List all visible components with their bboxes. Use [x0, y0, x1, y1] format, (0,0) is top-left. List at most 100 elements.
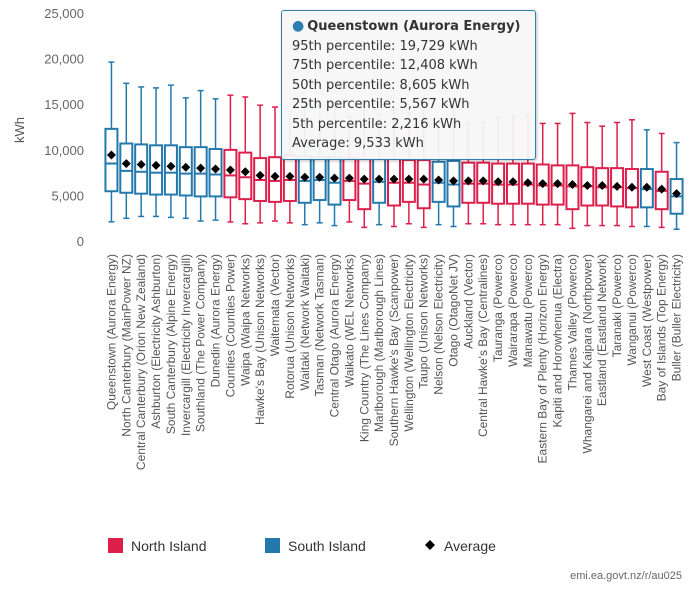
- x-tick-label: Southland (The Power Company): [194, 254, 208, 432]
- box-37[interactable]: [654, 132, 669, 229]
- x-tick-label: Waikato (WEL Networks): [342, 254, 356, 387]
- box-4[interactable]: [163, 84, 178, 219]
- average-marker: [136, 159, 146, 169]
- box-31[interactable]: [565, 112, 580, 230]
- average-marker: [270, 171, 280, 181]
- average-marker: [225, 165, 235, 175]
- x-tick-label: King Country (The Lines Company): [357, 254, 371, 442]
- source-footer[interactable]: emi.ea.govt.nz/r/au025: [570, 570, 682, 582]
- box-30[interactable]: [550, 122, 565, 226]
- average-marker: [582, 180, 592, 190]
- average-marker: [463, 176, 473, 186]
- legend-swatch-north[interactable]: [108, 538, 123, 553]
- y-tick-label: 25,000: [44, 6, 84, 21]
- x-tick-label: Central Otago (Aurora Energy): [328, 254, 342, 417]
- average-marker: [657, 184, 667, 194]
- box-7[interactable]: [208, 98, 223, 221]
- x-tick-label: Manawatu (Powerco): [521, 254, 535, 367]
- legend-label-south[interactable]: South Island: [288, 538, 366, 554]
- tooltip-title: Queenstown (Aurora Energy): [307, 19, 521, 34]
- average-marker: [374, 174, 384, 184]
- average-marker: [181, 162, 191, 172]
- box-29[interactable]: [535, 122, 550, 226]
- x-tick-label: Tasman (Network Tasman): [313, 254, 327, 397]
- average-marker: [106, 150, 116, 160]
- box-11[interactable]: [268, 106, 283, 222]
- legend-label-north[interactable]: North Island: [131, 538, 206, 554]
- y-tick-label: 5,000: [51, 188, 84, 203]
- x-tick-label: Taupo (Unison Networks): [417, 254, 431, 389]
- average-marker: [553, 179, 563, 189]
- average-marker: [315, 172, 325, 182]
- average-marker: [538, 179, 548, 189]
- x-tick-label: Wellington (Wellington Electricity): [402, 254, 416, 432]
- box-iqr: [119, 142, 134, 194]
- legend: North Island South Island Average: [108, 538, 496, 554]
- box-32[interactable]: [580, 121, 595, 227]
- box-19[interactable]: [387, 109, 401, 228]
- box-10[interactable]: [253, 104, 268, 224]
- x-tick-label: Ashburton (Electricity Ashburton): [149, 254, 163, 429]
- x-tick-label: Rotorua (Unison Networks): [283, 254, 297, 399]
- average-marker: [166, 161, 176, 171]
- average-marker: [240, 167, 250, 177]
- box-33[interactable]: [595, 125, 610, 227]
- average-marker: [419, 174, 429, 184]
- tooltip-line-75: 75th percentile: 12,408 kWh: [292, 58, 478, 73]
- average-marker: [151, 160, 161, 170]
- x-tick-label: Buller (Buller Electricity): [670, 254, 684, 381]
- average-marker: [567, 180, 577, 190]
- x-tick-label: Taranaki (Powerco): [610, 254, 624, 357]
- average-marker: [612, 181, 622, 191]
- average-marker: [434, 175, 444, 185]
- legend-label-average[interactable]: Average: [444, 538, 496, 554]
- box-8[interactable]: [223, 94, 238, 223]
- x-tick-label: Otago (OtagoNet JV): [446, 254, 460, 367]
- x-tick-label: Marlborough (Marlborough Lines): [372, 254, 386, 432]
- legend-swatch-south[interactable]: [265, 538, 280, 553]
- box-1[interactable]: [119, 82, 134, 220]
- average-marker: [448, 176, 458, 186]
- box-35[interactable]: [624, 119, 639, 228]
- x-tick-label: Southern Hawke's Bay (Scanpower): [387, 254, 401, 446]
- x-tick-label: Eastern Bay of Plenty (Horizon Energy): [536, 254, 550, 463]
- tooltip-line-25: 25th percentile: 5,567 kWh: [292, 97, 470, 112]
- x-tick-label: South Canterbury (Alpine Energy): [164, 254, 178, 434]
- x-tick-label: Eastland (Eastland Network): [595, 254, 609, 406]
- x-tick-label: Dunedin (Aurora Energy): [209, 254, 223, 387]
- box-36[interactable]: [639, 129, 654, 228]
- x-tick-label: Invercargill (Electricity Invercargill): [179, 254, 193, 436]
- box-34[interactable]: [610, 121, 625, 227]
- legend-marker-average[interactable]: [425, 540, 435, 550]
- box-iqr: [134, 143, 149, 195]
- box-38[interactable]: [669, 141, 684, 230]
- box-2[interactable]: [134, 86, 149, 218]
- x-tick-label: Counties (Counties Power): [223, 254, 237, 397]
- average-marker: [493, 177, 503, 187]
- box-6[interactable]: [193, 89, 208, 222]
- y-tick-label: 15,000: [44, 97, 84, 112]
- x-tick-label: Waitemata (Vector): [268, 254, 282, 356]
- average-marker: [642, 182, 652, 192]
- average-marker: [255, 170, 265, 180]
- average-marker: [300, 172, 310, 182]
- box-9[interactable]: [238, 96, 253, 225]
- x-tick-label: Whangarei and Kaipara (Northpower): [580, 254, 594, 453]
- box-15[interactable]: [327, 101, 342, 227]
- x-tick-label: Wairarapa (Powerco): [506, 254, 520, 367]
- box-23[interactable]: [446, 108, 461, 228]
- box-5[interactable]: [178, 97, 193, 220]
- x-tick-label: Queenstown (Aurora Energy): [104, 254, 118, 410]
- average-marker: [285, 171, 295, 181]
- box-3[interactable]: [149, 87, 164, 218]
- box-iqr: [149, 144, 164, 196]
- tooltip-line-5: 5th percentile: 2,216 kWh: [292, 116, 462, 132]
- y-axis-label: kWh: [12, 117, 27, 143]
- y-tick-label: 20,000: [44, 52, 84, 67]
- box-0[interactable]: [104, 61, 119, 223]
- tooltip-line-95: 95th percentile: 19,729 kWh: [292, 38, 478, 54]
- box-26[interactable]: [491, 117, 506, 226]
- box-iqr: [104, 127, 119, 193]
- x-axis-tick-labels: Queenstown (Aurora Energy) North Canterbu…: [104, 254, 683, 470]
